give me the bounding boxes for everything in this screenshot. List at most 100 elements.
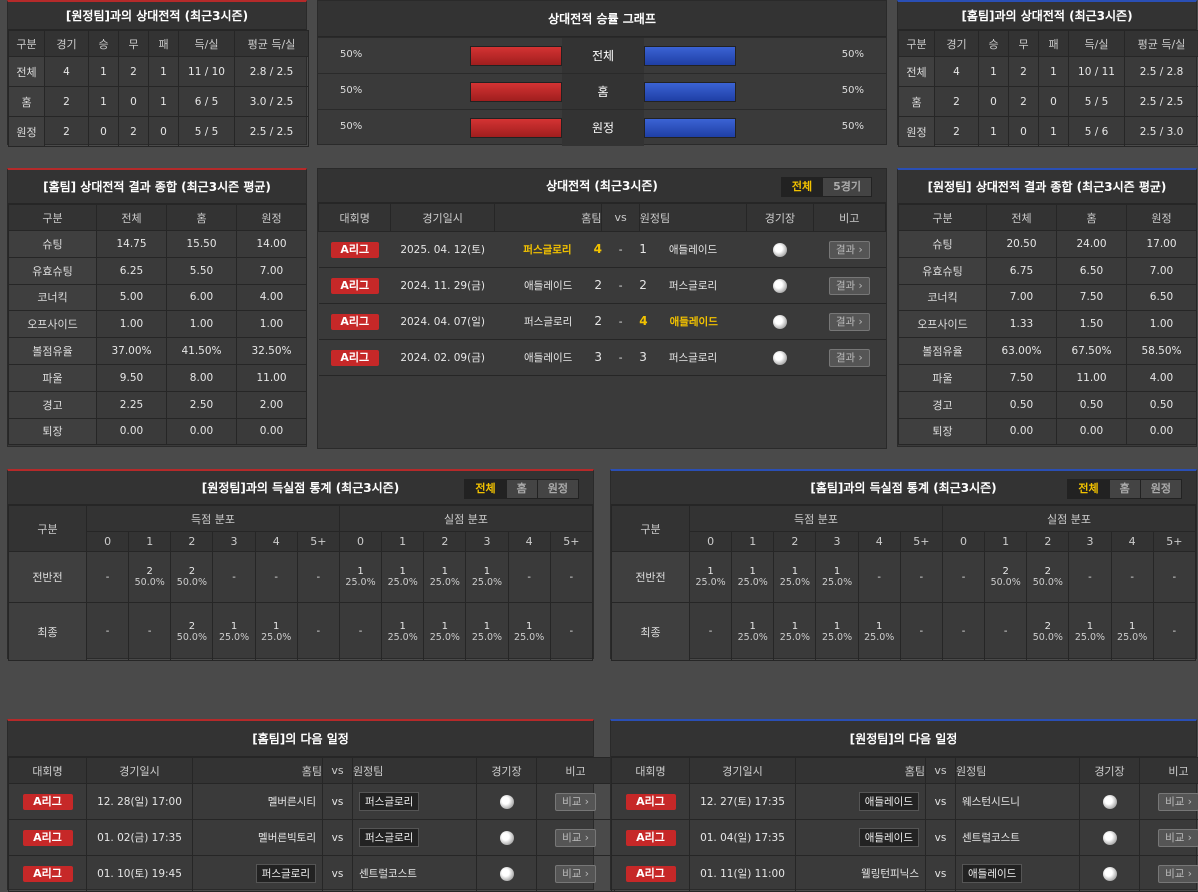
row-label: 볼점유율 bbox=[899, 338, 987, 365]
count: 1 bbox=[466, 566, 507, 577]
result-button[interactable]: 결과 › bbox=[829, 313, 870, 331]
chevron-right-icon: › bbox=[581, 796, 589, 808]
home-win-bar bbox=[470, 46, 562, 66]
league-badge[interactable]: A리그 bbox=[23, 830, 73, 846]
compare-button[interactable]: 비교 › bbox=[555, 865, 596, 883]
table-cell: 11 / 10 bbox=[179, 57, 235, 87]
row-label: 원정 bbox=[899, 117, 935, 147]
percent: 25.0% bbox=[816, 577, 857, 588]
table-cell: 14.00 bbox=[237, 231, 307, 258]
result-button[interactable]: 결과 › bbox=[829, 241, 870, 259]
away-score: 2 bbox=[639, 278, 647, 292]
column-header: 원정팀 bbox=[639, 204, 747, 232]
compare-label: 비교 bbox=[562, 868, 581, 880]
table-cell: - bbox=[858, 552, 900, 603]
tab-away[interactable]: 원정 bbox=[537, 480, 578, 498]
stadium-cell bbox=[747, 340, 813, 376]
league-badge[interactable]: A리그 bbox=[331, 350, 379, 366]
count: - bbox=[298, 572, 339, 583]
compare-button[interactable]: 비교 › bbox=[1158, 793, 1198, 811]
compare-button[interactable]: 비교 › bbox=[1158, 865, 1198, 883]
stadium-icon[interactable] bbox=[773, 279, 787, 293]
league-badge[interactable]: A리그 bbox=[331, 278, 379, 294]
win-graph-title: 상대전적 승률 그래프 bbox=[318, 1, 886, 37]
stadium-icon[interactable] bbox=[1103, 795, 1117, 809]
league-cell: A리그 bbox=[612, 820, 690, 856]
tab-home[interactable]: 홈 bbox=[1109, 480, 1140, 498]
tab-5games[interactable]: 5경기 bbox=[822, 178, 871, 196]
tab-away[interactable]: 원정 bbox=[1140, 480, 1181, 498]
away-win-bar bbox=[644, 46, 736, 66]
row-label: 오프사이드 bbox=[899, 311, 987, 338]
count: 1 bbox=[816, 566, 857, 577]
row-label: 전반전 bbox=[9, 552, 87, 603]
compare-button[interactable]: 비교 › bbox=[555, 793, 596, 811]
bucket-header: 4 bbox=[255, 532, 297, 552]
result-button[interactable]: 결과 › bbox=[829, 349, 870, 367]
table-cell: - bbox=[1111, 552, 1153, 603]
bucket-header: 2 bbox=[424, 532, 466, 552]
result-button[interactable]: 결과 › bbox=[829, 277, 870, 295]
tab-all[interactable]: 전체 bbox=[1068, 480, 1108, 498]
stadium-icon[interactable] bbox=[1103, 867, 1117, 881]
stadium-icon[interactable] bbox=[773, 243, 787, 257]
league-badge[interactable]: A리그 bbox=[331, 314, 379, 330]
league-badge[interactable]: A리그 bbox=[23, 794, 73, 810]
percent: 50.0% bbox=[129, 577, 170, 588]
stadium-cell bbox=[1080, 820, 1140, 856]
tab-home[interactable]: 홈 bbox=[506, 480, 537, 498]
tab-all[interactable]: 전체 bbox=[465, 480, 505, 498]
league-badge[interactable]: A리그 bbox=[626, 866, 676, 882]
h2h-list-title: 상대전적 (최근3시즌) 전체 5경기 bbox=[318, 169, 886, 203]
left-percent: 50% bbox=[340, 121, 362, 132]
away-team-name: 퍼스글로리 bbox=[669, 280, 717, 292]
table-cell: 4.00 bbox=[1127, 364, 1197, 391]
table-cell: 0.00 bbox=[237, 418, 307, 445]
stadium-cell bbox=[1080, 784, 1140, 820]
table-cell: 9.50 bbox=[97, 364, 167, 391]
count: 1 bbox=[732, 621, 773, 632]
column-header: 경기일시 bbox=[391, 204, 494, 232]
league-badge[interactable]: A리그 bbox=[626, 794, 676, 810]
row-label: 홈 bbox=[9, 87, 45, 117]
table-cell: 6.00 bbox=[167, 284, 237, 311]
league-badge[interactable]: A리그 bbox=[331, 242, 379, 258]
table-cell: 2 bbox=[1009, 87, 1039, 117]
stadium-icon[interactable] bbox=[773, 315, 787, 329]
compare-button[interactable]: 비교 › bbox=[1158, 829, 1198, 847]
away-team-name: 퍼스글로리 bbox=[359, 792, 419, 811]
league-badge[interactable]: A리그 bbox=[23, 866, 73, 882]
table-cell: 1.00 bbox=[1127, 311, 1197, 338]
table-cell: 6.50 bbox=[1127, 284, 1197, 311]
away-team: 애들레이드 bbox=[956, 856, 1080, 892]
stadium-icon[interactable] bbox=[500, 795, 514, 809]
stadium-icon[interactable] bbox=[773, 351, 787, 365]
compare-button[interactable]: 비교 › bbox=[555, 829, 596, 847]
table-cell: 2 bbox=[1009, 57, 1039, 87]
tab-all[interactable]: 전체 bbox=[782, 178, 822, 196]
table-cell: 1 bbox=[89, 87, 119, 117]
table-cell: 2 bbox=[935, 87, 979, 117]
home-team-name: 멜버른빅토리 bbox=[258, 832, 316, 844]
stadium-icon[interactable] bbox=[1103, 831, 1117, 845]
date-cell: 01. 11(일) 11:00 bbox=[690, 856, 796, 892]
table-cell: 2.50 bbox=[167, 391, 237, 418]
stadium-icon[interactable] bbox=[500, 867, 514, 881]
table-cell: 37.00% bbox=[97, 338, 167, 365]
league-badge[interactable]: A리그 bbox=[626, 830, 676, 846]
stadium-icon[interactable] bbox=[500, 831, 514, 845]
bucket-header: 4 bbox=[1111, 532, 1153, 552]
